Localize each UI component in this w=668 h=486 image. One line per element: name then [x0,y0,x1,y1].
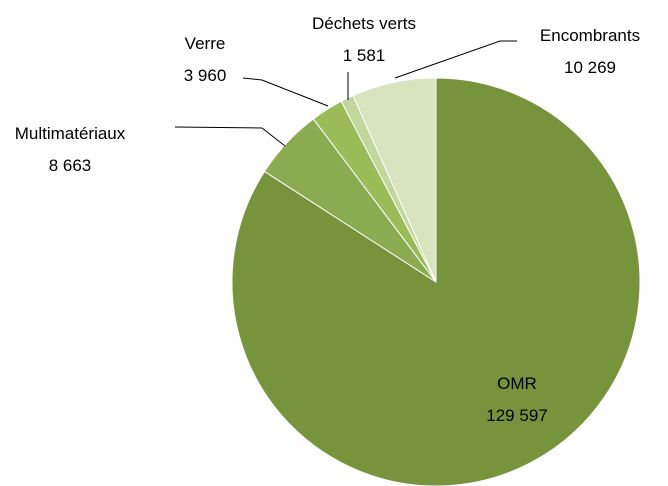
value-label: 1 581 [342,46,386,65]
category-label: Multimatériaux [14,124,126,143]
leader-line [394,40,517,79]
slice-label: OMR 129 597 [486,368,547,432]
value-label: 3 960 [183,66,227,85]
category-label: Encombrants [539,26,641,45]
slice-label: Multimatériaux 8 663 [0,118,155,182]
slice-label: Verre 3 960 [184,28,227,92]
value-label: 10 269 [563,58,616,77]
leader-line [242,77,329,107]
value-label: 129 597 [486,406,548,425]
category-label: Verre [184,34,226,53]
category-label: Déchets verts [312,14,416,33]
category-label: OMR [497,374,537,393]
leader-line [174,126,286,147]
slice-label: Déchets verts 1 581 [312,8,416,72]
value-label: 8 663 [48,156,92,175]
pie-slice [352,77,437,283]
slice-label: Encombrants 10 269 [540,20,640,84]
